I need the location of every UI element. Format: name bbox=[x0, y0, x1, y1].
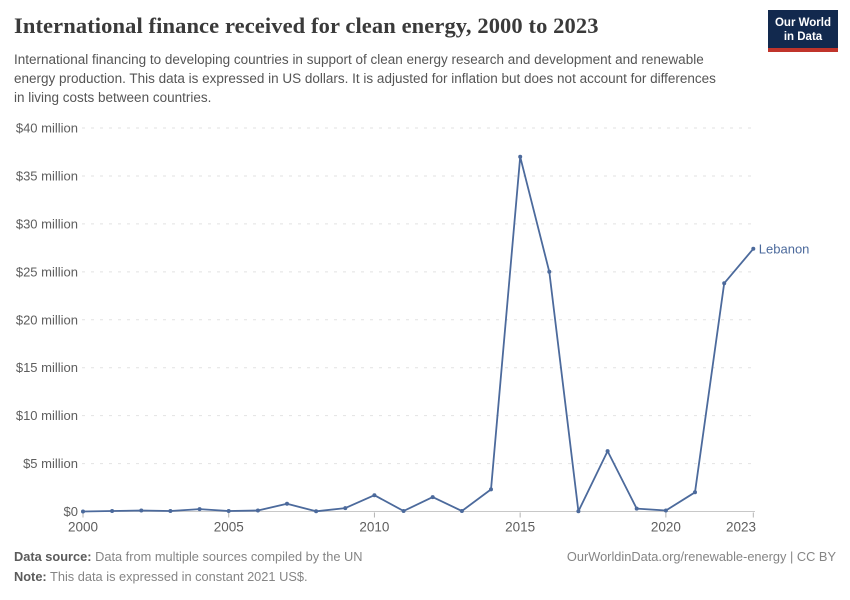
data-point[interactable] bbox=[372, 493, 377, 498]
data-point[interactable] bbox=[139, 508, 144, 513]
data-point[interactable] bbox=[168, 509, 173, 513]
data-point[interactable] bbox=[226, 509, 231, 513]
data-point[interactable] bbox=[663, 508, 668, 513]
y-tick-label: $35 million bbox=[16, 168, 78, 183]
data-point[interactable] bbox=[110, 509, 115, 513]
data-point[interactable] bbox=[343, 506, 348, 511]
data-source-label: Data source: bbox=[14, 549, 92, 564]
y-tick-label: $10 million bbox=[16, 408, 78, 423]
data-point[interactable] bbox=[285, 501, 289, 506]
data-point[interactable] bbox=[197, 507, 202, 512]
data-point[interactable] bbox=[693, 490, 697, 495]
data-point[interactable] bbox=[401, 509, 406, 513]
data-point[interactable] bbox=[314, 509, 319, 514]
y-tick-label: $0 bbox=[64, 504, 78, 519]
data-point[interactable] bbox=[459, 509, 464, 513]
y-tick-label: $5 million bbox=[23, 456, 78, 471]
x-tick-label: 2000 bbox=[68, 520, 98, 535]
data-point[interactable] bbox=[605, 449, 610, 454]
data-point[interactable] bbox=[430, 495, 435, 500]
y-tick-label: $40 million bbox=[16, 121, 78, 136]
chart-title: International finance received for clean… bbox=[14, 13, 599, 38]
data-point[interactable] bbox=[576, 509, 581, 514]
data-point[interactable] bbox=[547, 269, 552, 274]
data-point[interactable] bbox=[722, 281, 727, 286]
data-source-line: Data source: Data from multiple sources … bbox=[14, 549, 363, 564]
note-label: Note: bbox=[14, 569, 47, 584]
license-text: | CC BY bbox=[786, 549, 836, 564]
x-tick-label: 2010 bbox=[359, 520, 389, 535]
x-tick-label: 2005 bbox=[214, 520, 244, 535]
y-tick-label: $20 million bbox=[16, 312, 78, 327]
x-tick-label: 2023 bbox=[726, 520, 756, 535]
y-tick-label: $25 million bbox=[16, 264, 78, 279]
citation-link[interactable]: OurWorldinData.org/renewable-energy bbox=[566, 549, 787, 564]
x-tick-label: 2015 bbox=[505, 520, 535, 535]
note-line: Note: This data is expressed in constant… bbox=[14, 569, 308, 584]
owid-logo-line1: Our World bbox=[774, 17, 831, 29]
y-tick-label: $15 million bbox=[16, 360, 78, 375]
note-text: This data is expressed in constant 2021 … bbox=[50, 569, 308, 584]
data-point[interactable] bbox=[255, 508, 260, 513]
owid-logo[interactable]: Our World in Data bbox=[768, 10, 838, 52]
data-point[interactable] bbox=[518, 154, 523, 159]
y-tick-label: $30 million bbox=[16, 216, 78, 231]
owid-logo-line2: in Data bbox=[783, 31, 823, 43]
entity-label[interactable]: Lebanon bbox=[759, 241, 810, 256]
data-point[interactable] bbox=[751, 246, 756, 251]
data-source-text: Data from multiple sources compiled by t… bbox=[95, 549, 363, 564]
x-tick-label: 2020 bbox=[651, 520, 681, 535]
chart-subtitle: International financing to developing co… bbox=[14, 52, 716, 105]
data-point[interactable] bbox=[81, 509, 85, 514]
data-point[interactable] bbox=[634, 506, 639, 511]
citation-line: OurWorldinData.org/renewable-energy | CC… bbox=[567, 549, 836, 564]
line-series[interactable] bbox=[82, 155, 755, 513]
data-point[interactable] bbox=[489, 487, 493, 492]
